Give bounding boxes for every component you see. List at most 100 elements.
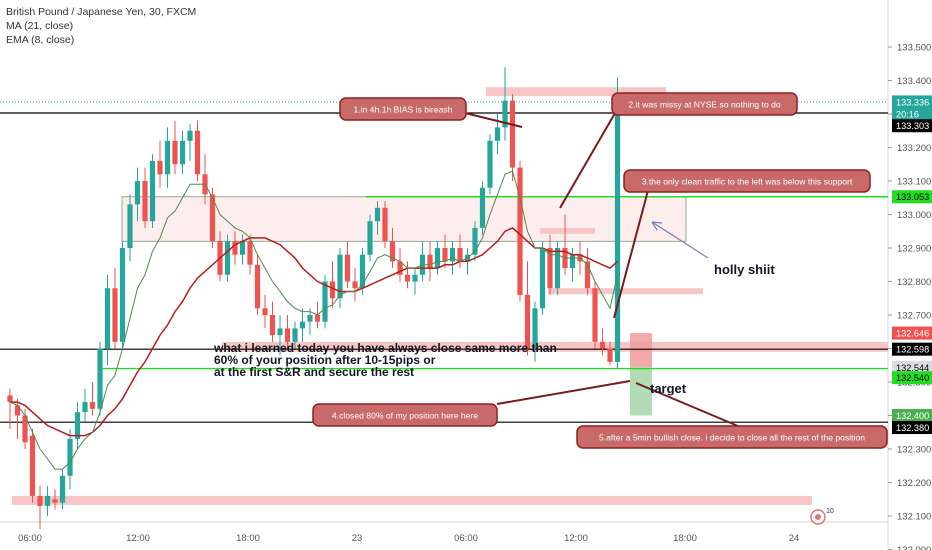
candle-body <box>119 248 126 342</box>
candle-body <box>307 315 313 322</box>
note-3: 3.the only clean traffic to the left was… <box>623 169 871 193</box>
candle-body <box>52 499 58 503</box>
price-badge-text: 20:16 <box>896 110 919 120</box>
price-badge-bg <box>892 119 932 133</box>
y-tick-label: 132.800 <box>897 277 931 288</box>
price-badge-132646: 132.646 <box>892 326 932 340</box>
candle-body <box>299 321 306 329</box>
price-badge-text: 133.336 <box>896 97 929 107</box>
price-badge-text: 132.544 <box>896 363 929 373</box>
y-tick-label: 132.300 <box>897 445 931 456</box>
note-1-arrow <box>464 112 523 128</box>
note-4: 4.closed 80% of my position here here <box>312 403 498 427</box>
candle-body <box>584 261 591 289</box>
price-badge-text: 132.598 <box>896 345 929 355</box>
lesson-line-1: what i learned today you have always clo… <box>213 341 557 355</box>
candle-body <box>517 167 523 295</box>
holly-comment: holly shiit <box>714 262 775 277</box>
x-tick-label: 06:00 <box>18 533 42 544</box>
mini-zone-upper <box>540 227 595 234</box>
candle-body <box>82 402 88 413</box>
x-tick-label: 12:00 <box>126 533 150 544</box>
candle-body <box>389 241 396 262</box>
x-tick-label: 18:00 <box>236 533 260 544</box>
x-tick-label: 24 <box>789 533 800 544</box>
candle-body <box>569 254 576 269</box>
note-3-arrow <box>613 182 651 319</box>
candle-body <box>142 181 148 222</box>
price-badge-132598: 132.598 <box>892 342 932 356</box>
candle-body <box>412 274 418 282</box>
y-tick-label: 133.400 <box>897 76 931 87</box>
price-badge-text: 132.380 <box>896 423 929 433</box>
candle-body <box>494 127 501 141</box>
candle-body <box>284 328 291 342</box>
price-badge-132544: 132.544 <box>892 360 932 374</box>
price-badge-bg <box>892 409 932 422</box>
price-badge-bg <box>892 326 932 340</box>
candle-body <box>232 241 238 255</box>
candle-body <box>554 248 561 289</box>
candle-body <box>74 412 81 439</box>
price-badge-bg <box>892 107 932 121</box>
candle-body <box>97 348 103 409</box>
candle-body <box>539 248 546 309</box>
candle-body <box>374 207 381 222</box>
candle-body <box>479 187 486 228</box>
candle-body <box>502 100 508 128</box>
candle-body <box>269 315 276 336</box>
candle-body <box>59 475 66 503</box>
candle-body <box>547 248 553 289</box>
note-2: 2.it was missy at NYSE so nothing to do <box>611 92 798 116</box>
x-tick-label: 23 <box>352 533 363 544</box>
candle-body <box>599 341 606 349</box>
price-badge-132380: 132.380 <box>892 421 932 435</box>
candle-body <box>37 495 43 506</box>
candle-body <box>397 261 403 275</box>
mini-zone-lower <box>548 288 703 295</box>
note-1: 1.in 4h.1h BIAS is bireash <box>339 97 467 121</box>
candle-body <box>404 274 411 282</box>
resistance-box <box>121 196 687 242</box>
indicator-ma21-label: MA (21, close) <box>6 20 74 32</box>
y-tick-label: 132.000 <box>897 545 931 550</box>
note-1-text: 1.in 4h.1h BIAS is bireash <box>354 105 453 115</box>
target-label: target <box>650 381 687 396</box>
candle-body <box>89 402 96 409</box>
note-4-box <box>312 403 498 427</box>
candle-body <box>322 281 328 322</box>
y-tick-label: 133.000 <box>897 210 931 221</box>
candle-body <box>14 405 21 416</box>
candle-body <box>607 348 613 362</box>
price-badge-133303: 133.303 <box>892 119 932 133</box>
candle-body <box>112 288 118 342</box>
price-badge-bg <box>892 421 932 435</box>
ma21-line <box>10 227 618 437</box>
candle-body <box>172 140 178 165</box>
take-profit-zone <box>630 367 652 416</box>
candle-body <box>292 328 298 342</box>
price-badge-133053: 133.053 <box>892 190 932 204</box>
annotation-arrows <box>464 107 746 430</box>
note-1-box <box>339 97 467 121</box>
ema8-line <box>9 170 618 470</box>
candle-body <box>487 140 493 188</box>
y-tick-label: 132.100 <box>897 512 931 523</box>
note-5-box <box>576 425 888 449</box>
candle-body <box>179 140 186 165</box>
candle-body <box>524 294 531 349</box>
price-badge-132540: 132.540 <box>892 371 932 385</box>
logo-dot <box>815 514 821 520</box>
bottom-support-band <box>12 495 812 505</box>
candle-body <box>472 227 478 255</box>
note-3-box <box>623 169 871 193</box>
y-tick-label: 133.100 <box>897 177 931 188</box>
price-badge-text: 132.646 <box>896 329 929 339</box>
candle-body <box>262 308 268 315</box>
stop-zone <box>630 333 652 368</box>
price-badge-text: 132.540 <box>896 373 929 383</box>
symbol-title: British Pound / Japanese Yen, 30, FXCM <box>6 6 197 18</box>
candle-body <box>127 204 133 248</box>
